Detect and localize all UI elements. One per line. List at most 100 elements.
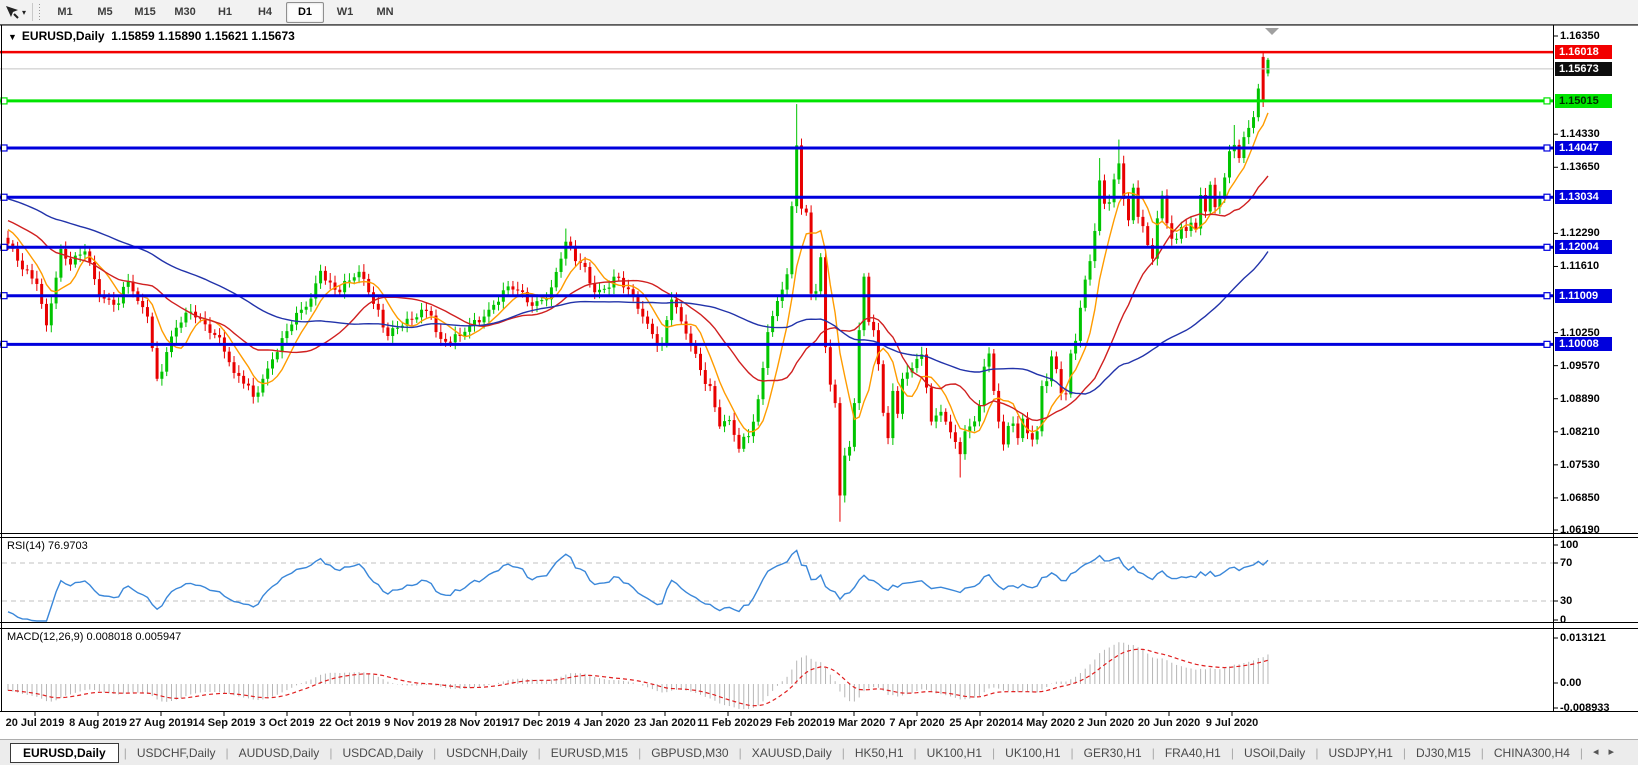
symbol-tab-hk50-h1[interactable]: HK50,H1 [854, 745, 904, 760]
candle-body [246, 383, 250, 386]
pointer-tool-icon[interactable] [2, 3, 22, 21]
macd-scale-0.00: 0.00 [1560, 677, 1582, 689]
symbol-tab-gbpusd-m30[interactable]: GBPUSD,M30 [651, 745, 729, 760]
candle-body [1170, 223, 1174, 239]
candle-body [117, 303, 121, 305]
hline-handle[interactable] [1543, 144, 1551, 152]
symbol-tab-eurusd-m15[interactable]: EURUSD,M15 [550, 745, 629, 760]
macd-values: 0.008018 0.005947 [86, 631, 182, 643]
macd-layer [7, 642, 1269, 710]
price-tick-1.09570: 1.09570 [1560, 359, 1600, 372]
candle-body [69, 258, 73, 265]
candle-body [97, 279, 101, 296]
candle-body [1112, 179, 1116, 203]
candle-body [1006, 425, 1010, 445]
ma-line-22 [7, 175, 1269, 422]
chart-shift-marker[interactable] [1265, 28, 1279, 35]
candle-body [732, 420, 736, 435]
candle-body [256, 392, 260, 397]
symbol-tab-usoil-daily[interactable]: USOil,Daily [1243, 745, 1306, 760]
timeframe-button-m5[interactable]: M5 [97, 6, 113, 18]
hline-handle[interactable] [1543, 97, 1551, 105]
candle-body [155, 348, 159, 379]
candle-body [347, 280, 351, 282]
tab-separator: | [638, 745, 642, 760]
symbol-tab-dj30-m15[interactable]: DJ30,M15 [1416, 745, 1471, 760]
candle-body [1223, 177, 1227, 199]
date-label-3: 14 Sep 2019 [192, 717, 256, 729]
tab-separator: | [123, 745, 127, 760]
candle-body [799, 145, 803, 209]
candle-body [1218, 198, 1222, 208]
date-label-14: 7 Apr 2020 [889, 717, 945, 729]
symbol-tab-fra40-h1[interactable]: FRA40,H1 [1164, 745, 1221, 760]
timeframe-button-m30[interactable]: M30 [174, 6, 196, 18]
date-label-16: 14 May 2020 [1010, 717, 1076, 729]
date-label-15: 25 Apr 2020 [949, 717, 1011, 729]
price-badge-1.13034: 1.13034 [1555, 190, 1612, 205]
candle-body [93, 262, 97, 280]
timeframe-button-h4[interactable]: H4 [257, 6, 273, 18]
candle-body [472, 320, 476, 326]
price-tick-1.11610: 1.11610 [1560, 260, 1600, 273]
candle-body [203, 318, 207, 325]
symbol-tab-usdchf-daily[interactable]: USDCHF,Daily [136, 745, 216, 760]
candle-body [646, 316, 650, 324]
symbol-tab-china300-h4[interactable]: CHINA300,H4 [1493, 745, 1570, 760]
candle-body [1050, 356, 1054, 382]
timeframe-button-h1[interactable]: H1 [217, 6, 233, 18]
timeframe-button-w1[interactable]: W1 [336, 6, 354, 18]
timeframe-button-mn[interactable]: MN [376, 6, 394, 18]
symbol-tab-ger30-h1[interactable]: GER30,H1 [1083, 745, 1142, 760]
date-label-9: 4 Jan 2020 [574, 717, 630, 729]
candle-body [997, 390, 1001, 422]
tab-scroll-left-icon[interactable]: ◂ [1592, 746, 1609, 758]
tab-separator: | [1151, 745, 1155, 760]
candle-body [588, 266, 592, 284]
tool-dropdown-caret[interactable]: ▾ [22, 7, 27, 17]
candle-body [1179, 227, 1183, 239]
date-label-10: 23 Jan 2020 [634, 717, 696, 729]
toolbar-grip-handle[interactable] [37, 4, 42, 20]
hline-handle[interactable] [1543, 292, 1551, 300]
price-tick-1.10250: 1.10250 [1560, 326, 1600, 339]
candle-body [477, 320, 481, 323]
candle-body [848, 446, 852, 456]
price-badge-1.12004: 1.12004 [1555, 240, 1612, 255]
horizontal-level-lines[interactable] [0, 28, 1553, 348]
candle-body [194, 311, 198, 318]
candle-body [559, 258, 563, 272]
candle-body [819, 257, 823, 292]
symbol-tab-uk100-h1[interactable]: UK100,H1 [1005, 745, 1061, 760]
tab-scroll-arrows[interactable]: ◂▸ [1593, 745, 1624, 758]
tab-separator: | [537, 745, 541, 760]
symbol-tab-eurusd-daily[interactable]: EURUSD,Daily [10, 742, 119, 763]
timeframe-button-d1[interactable]: D1 [286, 1, 325, 23]
moving-averages-layer [7, 112, 1269, 434]
hline-handle[interactable] [1543, 243, 1551, 251]
tab-separator: | [433, 745, 437, 760]
candle-body [44, 303, 48, 326]
candle-body [775, 300, 779, 317]
candle-body [828, 347, 832, 385]
timeframe-button-m15[interactable]: M15 [134, 6, 156, 18]
symbol-tab-usdcnh-daily[interactable]: USDCNH,Daily [446, 745, 528, 760]
symbol-tab-xauusd-daily[interactable]: XAUUSD,Daily [751, 745, 832, 760]
hline-handle[interactable] [1543, 193, 1551, 201]
symbol-tab-usdjpy-h1[interactable]: USDJPY,H1 [1328, 745, 1393, 760]
candle-body [1016, 423, 1020, 439]
candle-body [554, 271, 558, 288]
symbol-tab-uk100-h1[interactable]: UK100,H1 [926, 745, 983, 760]
symbol-tab-audusd-daily[interactable]: AUDUSD,Daily [238, 745, 320, 760]
candle-body [751, 421, 755, 437]
symbol-tab-usdcad-daily[interactable]: USDCAD,Daily [342, 745, 424, 760]
timeframe-button-m1[interactable]: M1 [57, 6, 73, 18]
tab-scroll-right-icon[interactable]: ▸ [1608, 746, 1624, 758]
candle-body [1069, 353, 1073, 395]
indicator-collapse-caret[interactable]: ▼ [8, 32, 17, 42]
candle-body [896, 390, 900, 414]
candle-body [1059, 369, 1063, 394]
candle-body [1107, 202, 1111, 204]
hline-handle[interactable] [1543, 340, 1551, 348]
